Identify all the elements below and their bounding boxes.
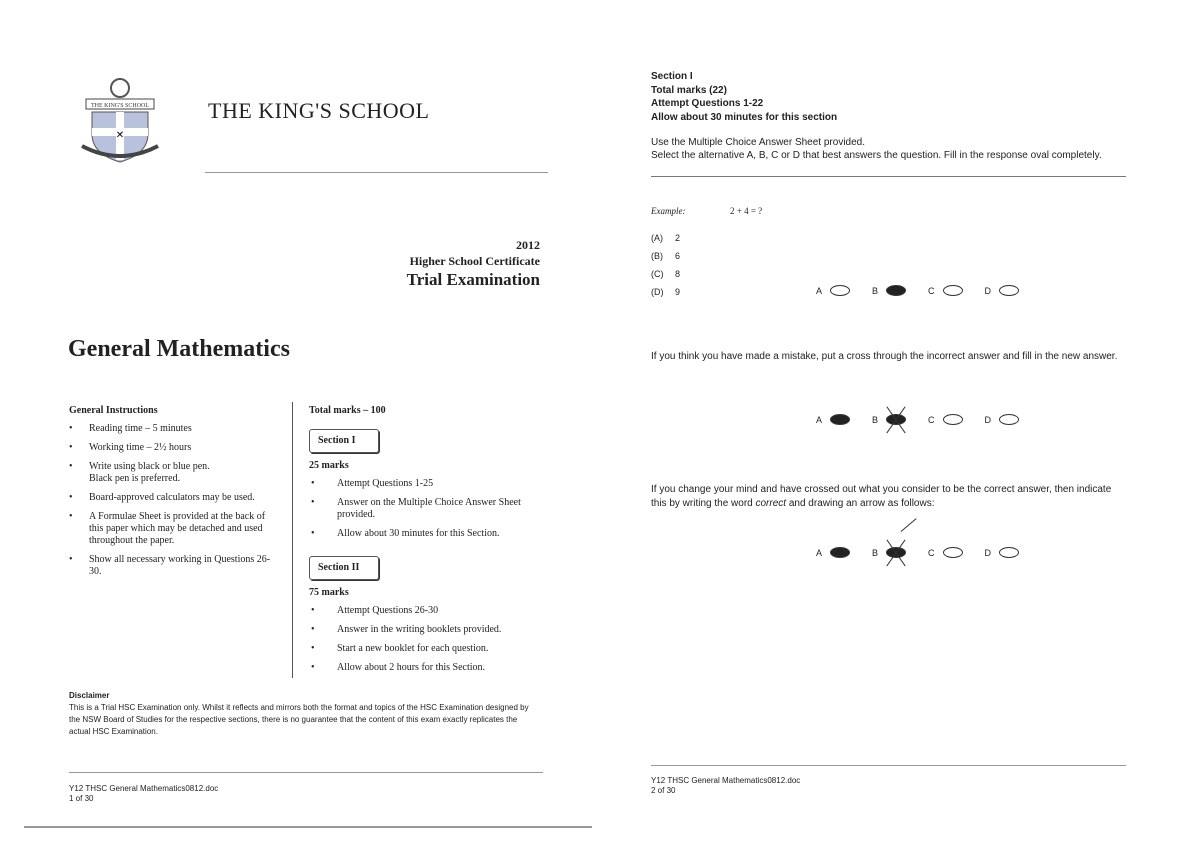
intro-line-1: Use the Multiple Choice Answer Sheet pro… bbox=[651, 137, 866, 148]
bubble-letter: C bbox=[928, 547, 935, 558]
option-key: (B) bbox=[651, 251, 663, 261]
change-text-end: and drawing an arrow as follows: bbox=[786, 498, 935, 509]
subject-title: General Mathematics bbox=[68, 336, 290, 362]
exam-title: Trial Examination bbox=[406, 270, 540, 289]
response-oval-filled bbox=[830, 414, 851, 425]
section-header-line: Allow about 30 minutes for this section bbox=[651, 111, 838, 123]
general-instructions: General Instructions Reading time – 5 mi… bbox=[69, 404, 279, 585]
section-marks: 25 marks bbox=[309, 460, 349, 471]
column-divider bbox=[292, 402, 293, 678]
footer-filename: Y12 THSC General Mathematics0812.doc bbox=[69, 784, 219, 793]
change-instruction: If you change your mind and have crossed… bbox=[651, 483, 1121, 511]
section-item: Attempt Questions 1-25 bbox=[311, 478, 539, 490]
example-label: Example: bbox=[651, 206, 686, 216]
certificate: Higher School Certificate bbox=[409, 254, 540, 268]
bubble-letter: A bbox=[816, 414, 823, 425]
intro-line-2: Select the alternative A, B, C or D that… bbox=[651, 150, 1102, 161]
option-key: (A) bbox=[651, 233, 663, 243]
answer-option: (D) 9 bbox=[651, 283, 680, 301]
instructions-heading: General Instructions bbox=[69, 405, 158, 416]
bubble-letter: C bbox=[928, 285, 935, 296]
school-crest-logo: THE KING'S SCHOOL ✕ bbox=[81, 78, 159, 163]
correct-word: correct bbox=[755, 498, 787, 509]
section-header-line: Total marks (22) bbox=[651, 84, 727, 96]
bubble-letter: D bbox=[984, 414, 992, 425]
instruction-item: Working time – 2½ hours bbox=[69, 442, 279, 454]
bubble-row: A B C D bbox=[816, 518, 1033, 558]
answer-option: (B) 6 bbox=[651, 247, 680, 265]
page-edge bbox=[24, 826, 592, 828]
footer-page: 2 of 30 bbox=[651, 786, 676, 795]
response-oval-empty bbox=[942, 285, 963, 296]
bubble-row: A B C D bbox=[816, 285, 1033, 296]
section-item: Attempt Questions 26-30 bbox=[311, 605, 539, 617]
answer-option: (A) 2 bbox=[651, 229, 680, 247]
response-oval-crossed-correct bbox=[886, 518, 917, 558]
response-oval-empty bbox=[999, 285, 1020, 296]
bubble-letter: B bbox=[872, 414, 879, 425]
option-value: 2 bbox=[675, 233, 681, 243]
response-oval-filled bbox=[830, 547, 851, 558]
example-question: 2 + 4 = ? bbox=[730, 206, 763, 216]
option-key: (C) bbox=[651, 269, 664, 279]
section-block: Section I 25 marks Attempt Questions 1-25 A… bbox=[309, 429, 539, 540]
change-text: If you change your mind and have crossed… bbox=[651, 484, 1112, 509]
section-item: Allow about 2 hours for this Section. bbox=[311, 662, 539, 674]
svg-text:THE KING'S SCHOOL: THE KING'S SCHOOL bbox=[91, 103, 149, 109]
section-item: Answer on the Multiple Choice Answer She… bbox=[311, 497, 539, 521]
instruction-item: Reading time – 5 minutes bbox=[69, 423, 279, 435]
section-item: Allow about 30 minutes for this Section. bbox=[311, 528, 539, 540]
school-name: THE KING'S SCHOOL bbox=[208, 98, 430, 123]
bubble-letter: B bbox=[872, 285, 879, 296]
bubble-letter: B bbox=[872, 547, 879, 558]
svg-text:✕: ✕ bbox=[116, 130, 124, 141]
instruction-item: A Formulae Sheet is provided at the back… bbox=[69, 511, 279, 547]
bubble-letter: C bbox=[928, 414, 935, 425]
bubble-letter: D bbox=[984, 285, 992, 296]
bubble-letter: D bbox=[984, 547, 992, 558]
section-label-box: Section I bbox=[309, 429, 379, 453]
response-oval-empty bbox=[999, 547, 1020, 558]
option-value: 8 bbox=[675, 269, 681, 279]
section-header-line: Attempt Questions 1-22 bbox=[651, 98, 764, 109]
response-oval-empty bbox=[830, 285, 851, 296]
bubble-row: A B C D bbox=[816, 414, 1033, 425]
disclaimer: Disclaimer This is a Trial HSC Examinati… bbox=[69, 690, 539, 738]
section-header-line: Section I bbox=[651, 71, 693, 82]
section-item: Answer in the writing booklets provided. bbox=[311, 624, 539, 636]
section-block: Section II 75 marks Attempt Questions 26-3… bbox=[309, 556, 539, 674]
section-marks: 75 marks bbox=[309, 587, 349, 598]
footer-filename: Y12 THSC General Mathematics0812.doc bbox=[651, 776, 801, 785]
response-oval-empty bbox=[942, 547, 963, 558]
response-oval-empty bbox=[999, 414, 1020, 425]
exam-year: 2012 bbox=[516, 238, 540, 252]
bubble-letter: A bbox=[816, 547, 823, 558]
instruction-item: Write using black or blue pen. Black pen… bbox=[69, 461, 279, 485]
bubble-letter: A bbox=[816, 285, 823, 296]
instruction-item: Board-approved calculators may be used. bbox=[69, 492, 279, 504]
total-marks: Total marks – 100 bbox=[309, 405, 386, 416]
disclaimer-heading: Disclaimer bbox=[69, 691, 110, 700]
response-oval-empty bbox=[942, 414, 963, 425]
answer-option: (C) 8 bbox=[651, 265, 680, 283]
response-oval-crossed bbox=[886, 414, 907, 425]
section-item: Start a new booklet for each question. bbox=[311, 643, 539, 655]
disclaimer-text: This is a Trial HSC Examination only. Wh… bbox=[69, 703, 529, 736]
footer-page: 1 of 30 bbox=[69, 794, 94, 803]
response-oval-filled bbox=[886, 285, 907, 296]
arrow-icon bbox=[900, 518, 917, 533]
mistake-instruction: If you think you have made a mistake, pu… bbox=[651, 351, 1118, 362]
option-value: 6 bbox=[675, 251, 681, 261]
section-label-box: Section II bbox=[309, 556, 379, 580]
instruction-item: Show all necessary working in Questions … bbox=[69, 554, 279, 578]
marks-column: Total marks – 100 Section I 25 marks Attem… bbox=[309, 404, 539, 681]
option-value: 9 bbox=[675, 287, 681, 297]
option-key: (D) bbox=[651, 287, 664, 297]
